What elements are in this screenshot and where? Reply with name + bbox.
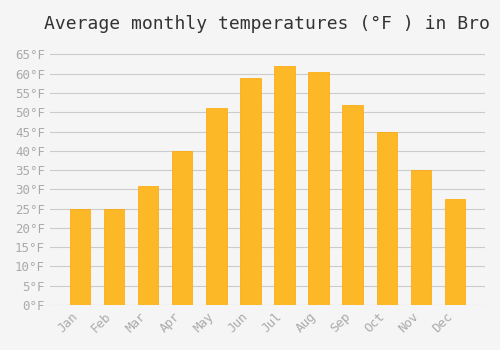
Bar — [308, 72, 329, 305]
Bar — [240, 78, 260, 305]
Bar — [138, 186, 158, 305]
Bar — [376, 132, 397, 305]
Title: Average monthly temperatures (°F ) in Bro: Average monthly temperatures (°F ) in Br… — [44, 15, 490, 33]
Bar — [172, 151, 193, 305]
Bar — [206, 108, 227, 305]
Bar — [445, 199, 465, 305]
Bar — [410, 170, 431, 305]
Bar — [342, 105, 363, 305]
Bar — [104, 209, 124, 305]
Bar — [274, 66, 294, 305]
Bar — [70, 209, 90, 305]
